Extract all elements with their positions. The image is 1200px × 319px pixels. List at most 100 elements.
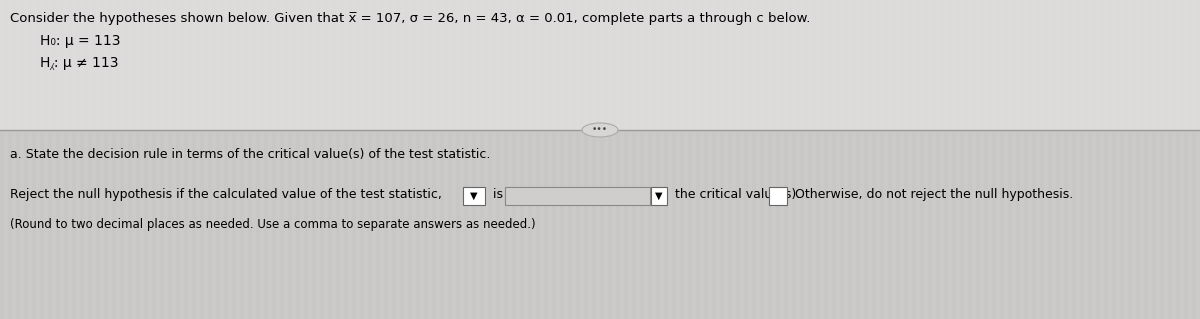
Bar <box>16 0 20 130</box>
Bar <box>1064 0 1068 319</box>
Bar <box>192 130 196 319</box>
Bar <box>760 0 764 130</box>
Bar <box>560 0 564 319</box>
Bar <box>320 0 324 130</box>
Bar <box>168 0 172 130</box>
Bar <box>856 0 860 130</box>
Bar <box>864 0 868 319</box>
Bar <box>1032 130 1036 319</box>
Bar <box>1096 0 1100 319</box>
Bar <box>288 0 292 319</box>
Bar <box>696 0 700 130</box>
Bar <box>440 0 444 319</box>
Bar <box>896 0 900 130</box>
Bar <box>128 0 132 130</box>
Bar <box>656 0 660 319</box>
Bar <box>368 0 372 130</box>
Bar <box>912 0 916 130</box>
Text: Otherwise, do not reject the null hypothesis.: Otherwise, do not reject the null hypoth… <box>791 188 1073 201</box>
Bar <box>1104 130 1108 319</box>
Bar <box>944 130 948 319</box>
Bar <box>0 0 1200 130</box>
Bar <box>96 0 100 130</box>
Bar <box>976 0 980 130</box>
Bar <box>808 130 812 319</box>
Bar <box>592 0 596 130</box>
Bar <box>328 0 332 319</box>
Bar <box>640 0 644 319</box>
Bar <box>320 130 324 319</box>
Bar <box>1144 0 1148 130</box>
Bar <box>568 130 572 319</box>
Bar <box>776 0 780 130</box>
Bar <box>592 0 596 319</box>
Bar <box>328 0 332 130</box>
Bar <box>888 0 892 319</box>
Bar <box>1168 0 1172 130</box>
Bar <box>800 0 804 319</box>
Bar <box>936 130 940 319</box>
Bar <box>64 130 68 319</box>
Bar <box>1152 0 1156 130</box>
Bar <box>640 0 644 130</box>
Bar <box>1080 130 1084 319</box>
Bar <box>456 0 460 319</box>
Bar <box>552 0 556 130</box>
Bar <box>384 0 388 319</box>
Bar <box>280 0 284 319</box>
Bar <box>784 130 788 319</box>
Bar <box>112 0 116 319</box>
Bar <box>984 0 988 319</box>
Bar <box>56 0 60 130</box>
Bar <box>744 130 748 319</box>
Bar <box>576 130 580 319</box>
Bar <box>744 0 748 130</box>
Bar <box>184 0 188 130</box>
Bar <box>1112 0 1116 130</box>
Bar <box>272 130 276 319</box>
Bar <box>544 0 548 319</box>
Bar <box>848 0 852 319</box>
Bar <box>688 130 692 319</box>
Bar <box>608 0 612 130</box>
Bar <box>200 0 204 319</box>
Bar <box>1128 130 1132 319</box>
Bar <box>1152 0 1156 319</box>
Bar <box>352 0 356 319</box>
Bar <box>384 0 388 130</box>
Bar <box>176 0 180 130</box>
Bar <box>960 0 964 319</box>
Bar <box>184 0 188 319</box>
Bar <box>632 130 636 319</box>
Bar <box>472 0 476 319</box>
Bar <box>536 0 540 130</box>
Bar <box>808 0 812 130</box>
Bar <box>872 0 876 319</box>
Bar <box>8 130 12 319</box>
Bar <box>256 0 260 319</box>
Bar <box>216 0 220 319</box>
Bar <box>200 0 204 130</box>
Bar <box>752 0 756 319</box>
Bar <box>1120 130 1124 319</box>
Bar <box>768 130 772 319</box>
Bar <box>720 130 724 319</box>
Bar <box>408 0 412 319</box>
Bar <box>88 130 92 319</box>
Bar <box>768 0 772 319</box>
Bar <box>816 130 820 319</box>
Bar <box>312 0 316 130</box>
Bar <box>120 0 124 319</box>
Bar <box>176 0 180 319</box>
Bar <box>720 0 724 319</box>
Bar <box>128 130 132 319</box>
Bar <box>944 0 948 130</box>
Bar <box>0 0 4 319</box>
Bar <box>928 0 932 319</box>
Bar <box>712 0 716 319</box>
Bar <box>656 0 660 130</box>
Bar <box>400 130 404 319</box>
Bar <box>992 0 996 130</box>
Bar <box>64 0 68 319</box>
Bar <box>480 0 484 130</box>
